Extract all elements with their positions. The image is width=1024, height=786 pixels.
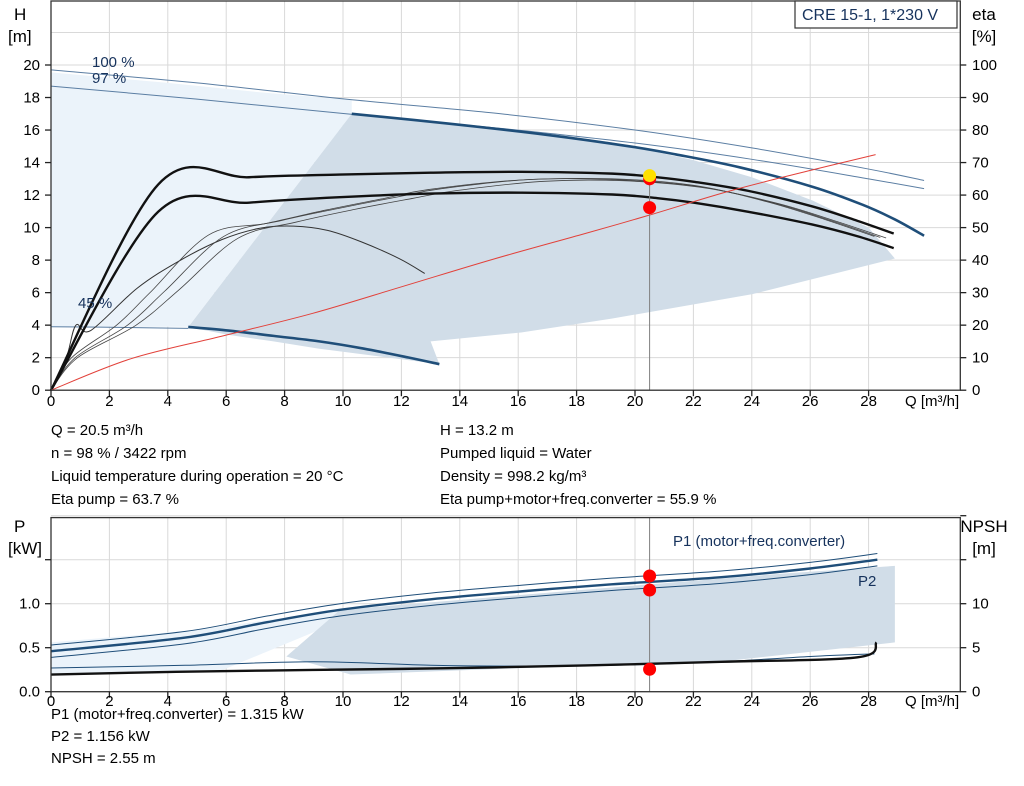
svg-text:28: 28 (860, 393, 877, 410)
svg-text:22: 22 (685, 393, 702, 410)
svg-text:10: 10 (972, 350, 989, 367)
svg-text:2: 2 (32, 350, 40, 367)
svg-text:80: 80 (972, 122, 989, 139)
svg-text:14: 14 (23, 155, 40, 172)
svg-text:20: 20 (972, 317, 989, 334)
svg-text:Q [m³/h]: Q [m³/h] (905, 693, 959, 710)
svg-text:20: 20 (23, 57, 40, 74)
svg-text:0: 0 (32, 382, 40, 399)
svg-text:100: 100 (972, 57, 997, 74)
svg-text:0: 0 (972, 382, 980, 399)
svg-text:16: 16 (23, 122, 40, 139)
svg-text:4: 4 (164, 393, 172, 410)
svg-text:28: 28 (860, 693, 877, 710)
svg-text:16: 16 (510, 393, 527, 410)
svg-text:45 %: 45 % (78, 295, 112, 312)
svg-text:P2: P2 (858, 573, 876, 590)
svg-text:22: 22 (685, 693, 702, 710)
svg-text:P: P (14, 517, 25, 536)
svg-text:18: 18 (23, 90, 40, 107)
svg-text:24: 24 (743, 393, 760, 410)
svg-text:14: 14 (451, 393, 468, 410)
svg-text:0: 0 (972, 684, 980, 701)
svg-text:1.0: 1.0 (19, 596, 40, 613)
svg-text:90: 90 (972, 90, 989, 107)
svg-text:P1 (motor+freq.converter): P1 (motor+freq.converter) (673, 533, 845, 550)
svg-text:NPSH: NPSH (960, 517, 1007, 536)
svg-text:50: 50 (972, 220, 989, 237)
svg-text:CRE 15-1, 1*230 V: CRE 15-1, 1*230 V (802, 7, 938, 24)
svg-text:60: 60 (972, 187, 989, 204)
svg-text:16: 16 (510, 693, 527, 710)
svg-text:97 %: 97 % (92, 70, 126, 87)
svg-text:14: 14 (451, 693, 468, 710)
svg-text:0.5: 0.5 (19, 640, 40, 657)
svg-text:10: 10 (972, 596, 989, 613)
svg-text:12: 12 (393, 693, 410, 710)
svg-text:4: 4 (32, 317, 40, 334)
svg-text:10: 10 (335, 693, 352, 710)
svg-text:24: 24 (743, 693, 760, 710)
svg-text:8: 8 (32, 252, 40, 269)
svg-text:H: H (14, 5, 26, 24)
svg-text:10: 10 (23, 220, 40, 237)
svg-text:5: 5 (972, 640, 980, 657)
svg-text:Q [m³/h]: Q [m³/h] (905, 393, 959, 410)
svg-text:6: 6 (32, 285, 40, 302)
svg-text:2: 2 (105, 393, 113, 410)
svg-text:eta: eta (972, 5, 996, 24)
svg-text:0: 0 (47, 393, 55, 410)
svg-text:[kW]: [kW] (8, 539, 42, 558)
svg-text:100 %: 100 % (92, 54, 135, 71)
svg-text:[m]: [m] (972, 539, 996, 558)
svg-text:10: 10 (335, 393, 352, 410)
svg-text:[%]: [%] (972, 27, 997, 46)
svg-text:6: 6 (222, 393, 230, 410)
svg-text:26: 26 (802, 393, 819, 410)
svg-text:12: 12 (23, 187, 40, 204)
svg-text:30: 30 (972, 285, 989, 302)
svg-text:18: 18 (568, 693, 585, 710)
svg-text:[m]: [m] (8, 27, 32, 46)
svg-text:40: 40 (972, 252, 989, 269)
svg-text:26: 26 (802, 693, 819, 710)
svg-text:18: 18 (568, 393, 585, 410)
svg-text:20: 20 (627, 693, 644, 710)
svg-text:12: 12 (393, 393, 410, 410)
svg-text:20: 20 (627, 393, 644, 410)
svg-text:8: 8 (280, 393, 288, 410)
svg-text:0.0: 0.0 (19, 684, 40, 701)
svg-text:70: 70 (972, 155, 989, 172)
